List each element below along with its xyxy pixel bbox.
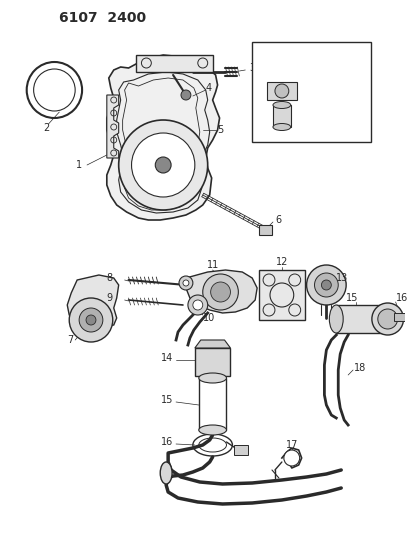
Text: 8: 8	[107, 273, 112, 283]
Circle shape	[69, 298, 112, 342]
Text: 11: 11	[206, 260, 218, 270]
Bar	[198, 378, 226, 430]
Text: 6: 6	[274, 215, 281, 225]
Text: 16: 16	[160, 437, 173, 447]
Ellipse shape	[160, 462, 172, 484]
Circle shape	[179, 276, 192, 290]
Circle shape	[371, 303, 402, 335]
Text: 6107  2400: 6107 2400	[59, 11, 146, 25]
Text: 14: 14	[160, 353, 173, 363]
Text: 13: 13	[335, 273, 348, 283]
Text: 18: 18	[353, 363, 365, 373]
Polygon shape	[136, 55, 212, 72]
Circle shape	[155, 157, 171, 173]
Polygon shape	[107, 95, 118, 158]
Text: 12: 12	[275, 257, 288, 267]
Circle shape	[306, 265, 345, 305]
Text: 5: 5	[217, 125, 223, 135]
Polygon shape	[107, 55, 219, 220]
Circle shape	[314, 273, 337, 297]
Text: 15: 15	[345, 293, 357, 303]
Text: 1: 1	[76, 160, 82, 170]
Circle shape	[187, 295, 207, 315]
Circle shape	[377, 309, 397, 329]
Text: 7: 7	[67, 335, 73, 345]
Text: 9: 9	[107, 293, 112, 303]
Circle shape	[118, 120, 207, 210]
Circle shape	[283, 450, 299, 466]
Polygon shape	[67, 275, 118, 328]
Bar	[393, 313, 407, 321]
Circle shape	[131, 133, 194, 197]
Polygon shape	[258, 270, 304, 320]
Text: 3: 3	[249, 63, 255, 73]
Ellipse shape	[328, 305, 342, 333]
Text: 2: 2	[43, 123, 49, 133]
Bar	[234, 445, 247, 455]
Bar	[194, 348, 230, 376]
Circle shape	[79, 308, 103, 332]
Ellipse shape	[380, 305, 393, 333]
Polygon shape	[186, 270, 256, 313]
Polygon shape	[194, 340, 230, 348]
Circle shape	[321, 280, 330, 290]
Ellipse shape	[198, 373, 226, 383]
Circle shape	[86, 315, 96, 325]
Circle shape	[202, 274, 238, 310]
Text: 19: 19	[285, 128, 297, 138]
Circle shape	[182, 280, 189, 286]
Circle shape	[210, 282, 230, 302]
Circle shape	[192, 300, 202, 310]
Circle shape	[274, 84, 288, 98]
Text: 16: 16	[395, 293, 407, 303]
Ellipse shape	[198, 425, 226, 435]
Text: 15: 15	[160, 395, 173, 405]
Ellipse shape	[272, 124, 290, 131]
Bar	[272, 105, 290, 127]
Bar	[266, 82, 296, 100]
Circle shape	[180, 90, 191, 100]
Text: 17: 17	[285, 440, 297, 450]
Text: 4: 4	[205, 83, 211, 93]
Ellipse shape	[272, 101, 290, 109]
Bar	[335, 305, 387, 333]
Bar	[252, 42, 370, 142]
Polygon shape	[258, 225, 271, 235]
Text: 10: 10	[202, 313, 214, 323]
